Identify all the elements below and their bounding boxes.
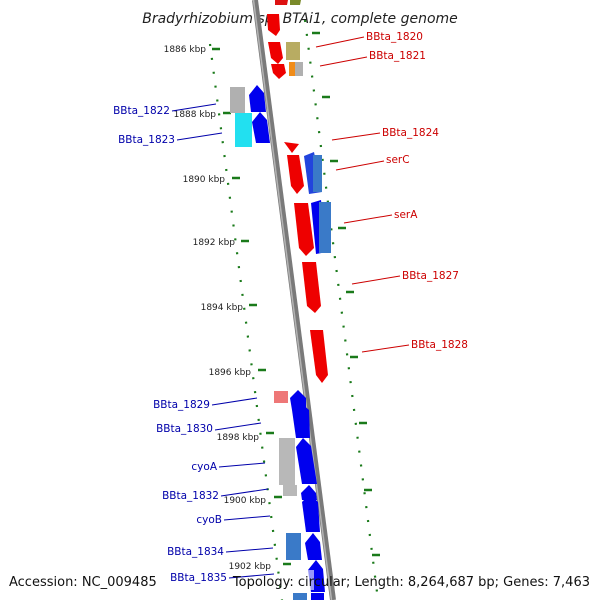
gene-label[interactable]: BBta_1822 [113, 105, 170, 117]
gene-arrow [267, 14, 280, 36]
kbp-label: 1896 kbp [209, 368, 252, 378]
kbp-label: 1890 kbp [183, 175, 226, 185]
kbp-major-ticks [212, 47, 291, 566]
gene-box [311, 593, 324, 600]
gene-arrow [294, 203, 314, 256]
gene-label[interactable]: BBta_1827 [402, 270, 459, 282]
genome-backbone [252, 0, 336, 600]
gene-box [313, 155, 322, 192]
gene-box [319, 202, 331, 253]
gene-label[interactable]: cyoB [196, 514, 222, 526]
gene-arrow [271, 64, 286, 79]
gene-box [279, 438, 295, 485]
gene-arrow [292, 402, 310, 438]
kbp-label: 1888 kbp [174, 110, 217, 120]
gene-box [235, 113, 252, 147]
forward-gene-labels: BBta_1820 BBta_1821 BBta_1824 serC serA … [366, 31, 468, 351]
gene-arrow [287, 155, 304, 194]
kbp-label: 1902 kbp [229, 562, 272, 572]
gene-arrow [268, 42, 283, 64]
topology-text: Topology: circular; Length: 8,264,687 bp… [232, 575, 590, 590]
gene-arrow [296, 438, 317, 484]
gene-box [274, 391, 288, 403]
gene-box [289, 62, 295, 76]
gene-label[interactable]: BBta_1834 [167, 546, 224, 558]
reverse-gene-labels: BBta_1822 BBta_1823 BBta_1829 BBta_1830 … [113, 105, 227, 584]
right-major-ticks [312, 31, 380, 557]
gene-label[interactable]: BBta_1835 [170, 572, 227, 584]
gene-arrow [284, 142, 299, 153]
gene-label[interactable]: BBta_1820 [366, 31, 423, 43]
gene-box [283, 485, 297, 496]
left-tick-track [208, 43, 284, 600]
kbp-label: 1894 kbp [201, 303, 244, 313]
kbp-label: 1900 kbp [224, 496, 267, 506]
gene-arrow [301, 485, 317, 500]
kbp-labels: 1886 kbp 1888 kbp 1890 kbp 1892 kbp 1894… [164, 45, 272, 572]
gene-label[interactable]: BBta_1824 [382, 127, 439, 139]
gene-label[interactable]: serC [386, 154, 410, 166]
accession-text: Accession: NC_009485 [9, 575, 157, 590]
gene-box [230, 87, 245, 113]
gene-arrow [302, 262, 321, 313]
kbp-label: 1886 kbp [164, 45, 207, 55]
map-title: Bradyrhizobium sp. BTAi1, complete genom… [142, 11, 458, 27]
gene-label[interactable]: BBta_1828 [411, 339, 468, 351]
gene-label[interactable]: BBta_1823 [118, 134, 175, 146]
gene-box [295, 62, 303, 76]
gene-label[interactable]: cyoA [191, 461, 217, 473]
footer-backdrop [294, 570, 314, 590]
gene-label[interactable]: BBta_1830 [156, 423, 213, 435]
gene-box [286, 533, 301, 560]
gene-arrow [252, 112, 270, 143]
forward-genes [267, 0, 328, 403]
forward-leader-lines [315, 36, 410, 353]
gene-arrow [290, 0, 301, 5]
kbp-label: 1892 kbp [193, 238, 236, 248]
gene-arrow [275, 0, 288, 5]
gene-label[interactable]: BBta_1821 [369, 50, 426, 62]
reverse-leader-lines [171, 103, 275, 579]
gene-label[interactable]: serA [394, 209, 418, 221]
gene-arrow [302, 494, 320, 532]
gene-box [293, 593, 307, 600]
reverse-genes [230, 85, 331, 600]
gene-arrow [310, 330, 328, 383]
gene-label[interactable]: BBta_1832 [162, 490, 219, 502]
gene-box [286, 42, 300, 60]
kbp-label: 1898 kbp [217, 433, 260, 443]
gene-arrow [305, 533, 322, 560]
gene-arrow [249, 85, 266, 112]
gene-label[interactable]: BBta_1829 [153, 399, 210, 411]
